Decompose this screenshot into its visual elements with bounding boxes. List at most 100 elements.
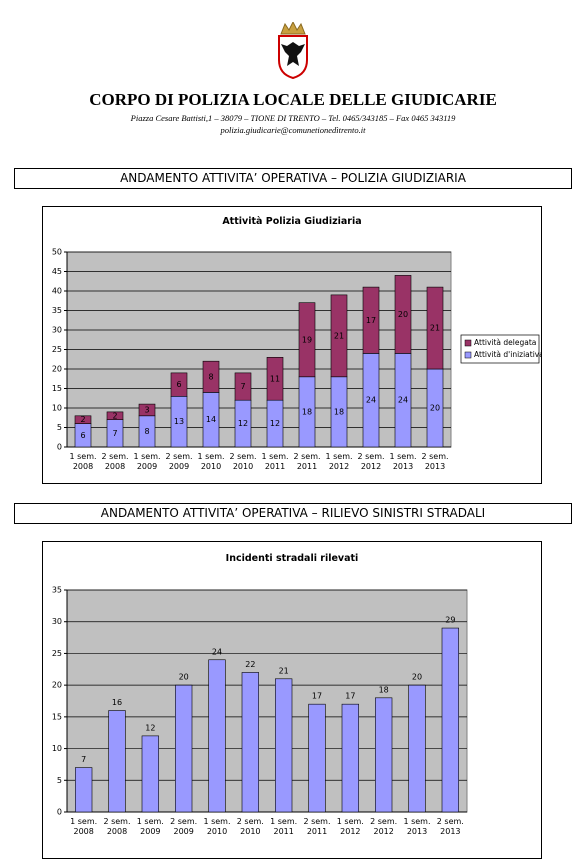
bar [234,372,252,401]
bar [74,415,92,424]
x-tick-label: 1 sem. 2013 [389,452,417,471]
y-tick-label: 0 [57,808,62,817]
bar [141,735,159,813]
bar [208,659,226,813]
x-tick-label: 1 sem. 2013 [403,817,431,836]
bar [202,360,220,393]
bar [341,703,359,813]
legend-swatch [464,351,472,359]
data-label: 24 [366,396,376,405]
y-tick-label: 30 [52,617,62,626]
y-tick-label: 25 [52,345,62,354]
y-tick-label: 20 [52,365,62,374]
data-label: 12 [238,419,248,428]
data-label: 7 [240,382,245,391]
data-label: 24 [398,396,408,405]
data-label: 11 [270,374,280,383]
legend-swatch [464,339,472,347]
x-tick-label: 2 sem. 2009 [170,817,198,836]
y-tick-label: 5 [57,423,62,432]
y-tick-label: 15 [52,712,62,721]
data-label: 17 [312,692,322,701]
x-tick-label: 1 sem. 2012 [325,452,353,471]
data-label: 14 [206,415,216,424]
plot-area [66,589,468,813]
section-title: ANDAMENTO ATTIVITA’ OPERATIVA – RILIEVO … [14,503,572,524]
bar [408,684,426,813]
data-label: 6 [80,431,85,440]
data-label: 18 [302,407,312,416]
bar [426,286,444,370]
x-tick-label: 2 sem. 2009 [165,452,193,471]
legend-label: Attività delegata [474,338,536,347]
x-tick-label: 2 sem. 2013 [436,817,464,836]
y-tick-label: 35 [52,586,62,595]
bar [241,672,259,813]
data-label: 17 [345,692,355,701]
data-label: 2 [112,411,117,420]
data-label: 13 [174,417,184,426]
data-label: 21 [334,331,344,340]
bar [330,294,348,378]
y-tick-label: 30 [52,326,62,335]
bar [298,302,316,378]
chart-frame: 0 5 10 15 20 25 30 35 40 45 50 6 7 8 13 14 12 12 18 18 24 24 2… [42,206,542,484]
y-tick-label: 40 [52,287,62,296]
bar [138,403,156,417]
bar [375,697,393,813]
x-tick-label: 1 sem. 2012 [336,817,364,836]
bar [75,767,93,813]
chart-title: Attività Polizia Giudiziaria [222,216,362,227]
data-label: 12 [145,723,155,732]
data-label: 16 [112,698,122,707]
y-tick-label: 25 [52,649,62,658]
x-tick-label: 2 sem. 2012 [370,817,398,836]
data-label: 24 [212,647,222,656]
bar [441,627,459,813]
x-tick-label: 2 sem. 2010 [229,452,257,471]
bar [362,286,380,354]
y-tick-label: 50 [52,248,62,257]
y-tick-label: 35 [52,306,62,315]
legend-label: Attività d'iniziativa [474,350,541,359]
data-label: 2 [80,415,85,424]
bar [394,275,412,354]
data-label: 22 [245,660,255,669]
bar [308,703,326,813]
legend-box [460,334,540,364]
section-title: ANDAMENTO ATTIVITA’ OPERATIVA – POLIZIA … [14,168,572,189]
y-tick-label: 10 [52,404,62,413]
bar [275,678,293,813]
chart-frame: 0 5 10 15 20 25 30 35 7 16 12 20 24 22 21 17 17 18 20 29 In… [42,541,542,859]
data-label: 19 [302,335,312,344]
bar [266,357,284,401]
x-tick-label: 2 sem. 2010 [236,817,264,836]
x-tick-label: 2 sem. 2011 [303,817,331,836]
data-label: 7 [112,429,117,438]
x-tick-label: 1 sem. 2011 [261,452,289,471]
x-tick-label: 2 sem. 2013 [421,452,449,471]
data-label: 8 [208,372,213,381]
x-tick-label: 1 sem. 2009 [133,452,161,471]
data-label: 18 [379,685,389,694]
bar [175,684,193,813]
x-tick-label: 1 sem. 2008 [69,452,97,471]
data-label: 21 [279,666,289,675]
data-label: 12 [270,419,280,428]
data-label: 18 [334,407,344,416]
bar [106,411,124,420]
y-tick-label: 20 [52,681,62,690]
x-tick-label: 2 sem. 2012 [357,452,385,471]
data-label: 29 [445,616,455,625]
x-tick-label: 1 sem. 2010 [197,452,225,471]
data-label: 20 [179,673,189,682]
data-label: 20 [398,310,408,319]
logo [278,22,308,80]
data-label: 7 [81,755,86,764]
y-tick-label: 5 [57,776,62,785]
data-label: 17 [366,316,376,325]
title: CORPO DI POLIZIA LOCALE DELLE GIUDICARIE [89,90,497,109]
data-label: 6 [176,380,181,389]
address: Piazza Cesare Battisti,1 – 38079 – TIONE… [130,113,456,123]
bar [170,372,188,397]
